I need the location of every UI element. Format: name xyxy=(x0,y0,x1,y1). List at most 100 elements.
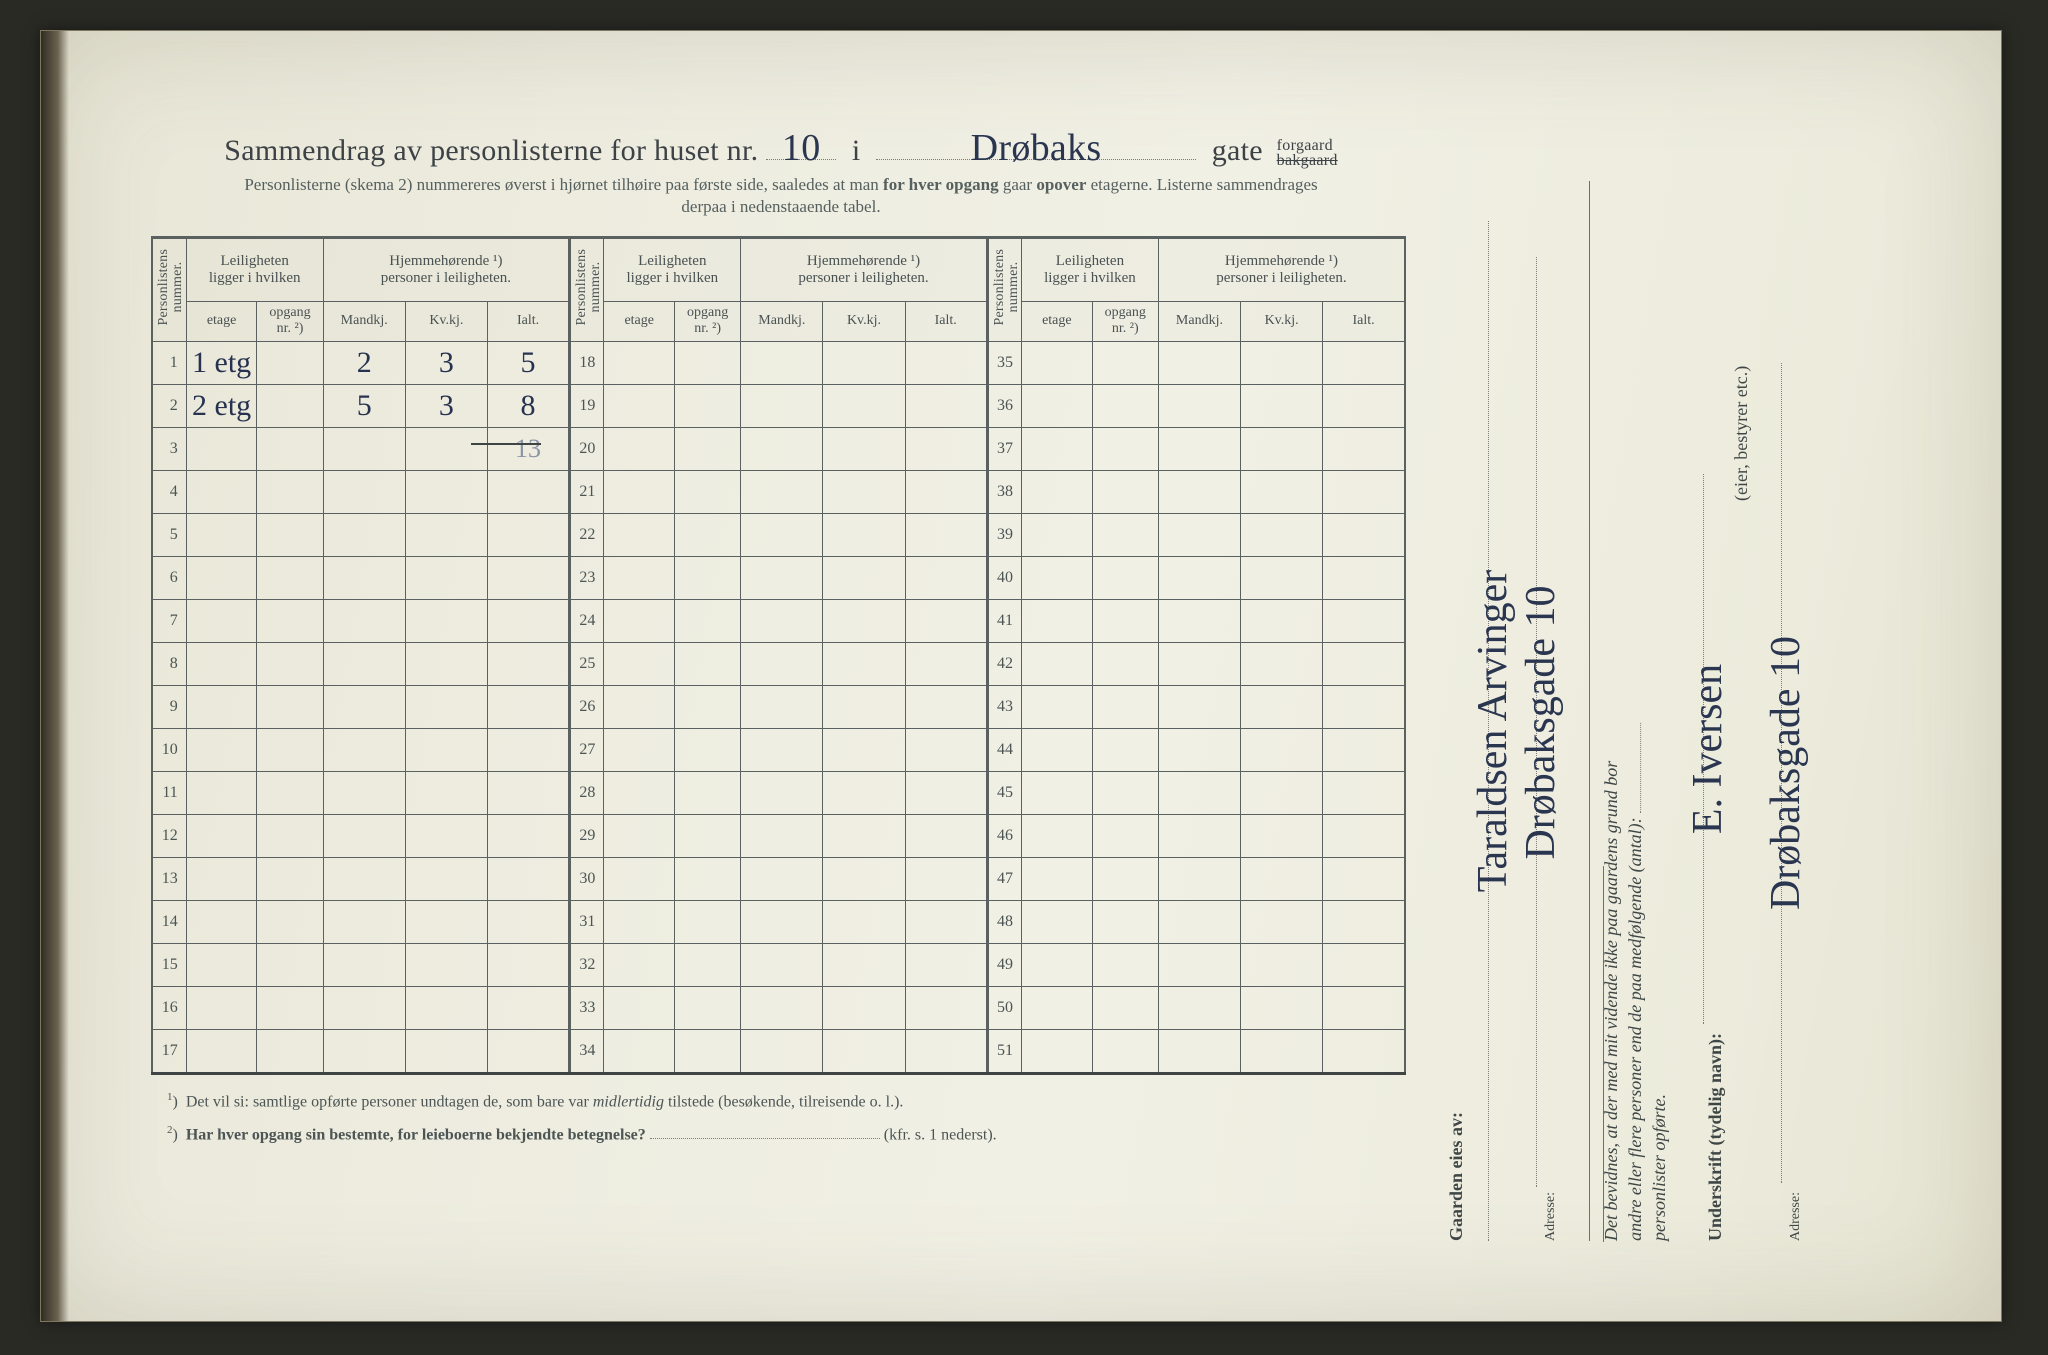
cell-m xyxy=(323,857,405,900)
cell-etage xyxy=(604,427,675,470)
row-number: 35 xyxy=(987,341,1021,384)
row-number: 39 xyxy=(987,513,1021,556)
row-number: 8 xyxy=(152,642,186,685)
cell-m xyxy=(1158,943,1240,986)
table-row: 143148 xyxy=(152,900,1405,943)
cell-opgang xyxy=(1092,814,1158,857)
table-row: 112845 xyxy=(152,771,1405,814)
table-row: 11 etg2351835 xyxy=(152,341,1405,384)
cell-i xyxy=(1323,943,1405,986)
cell-m xyxy=(741,556,823,599)
cell-m xyxy=(741,642,823,685)
cell-etage xyxy=(604,900,675,943)
cell-m xyxy=(323,986,405,1029)
header-personlistens: Personlistens nummer. xyxy=(987,238,1021,342)
cell-etage xyxy=(186,900,257,943)
page-title: Sammendrag av personlisterne for huset n… xyxy=(151,126,1411,168)
cell-etage xyxy=(186,814,257,857)
header-mandkj: Mandkj. xyxy=(741,302,823,341)
footnotes: 1) Det vil si: samtlige opførte personer… xyxy=(151,1083,1411,1150)
cell-k xyxy=(1241,900,1323,943)
table-row: 163350 xyxy=(152,986,1405,1029)
row-number: 51 xyxy=(987,1029,1021,1072)
cell-opgang xyxy=(257,384,323,427)
title-prefix: Sammendrag av personlisterne for huset n… xyxy=(224,134,758,167)
gate-options: forgaard bakgaard xyxy=(1277,138,1338,168)
cell-m xyxy=(1158,384,1240,427)
cell-opgang xyxy=(257,513,323,556)
attest-addr-line: Adresse: Drøbaksgade 10 xyxy=(1762,363,1804,1241)
header-personlistens: Personlistens nummer. xyxy=(152,238,186,342)
cell-opgang xyxy=(257,728,323,771)
cell-m xyxy=(323,556,405,599)
cell-opgang xyxy=(1092,728,1158,771)
cell-etage xyxy=(604,685,675,728)
owner-name: Taraldsen Arvinger xyxy=(1470,560,1516,902)
row-number: 2 xyxy=(152,384,186,427)
cell-i xyxy=(905,771,987,814)
row-number: 7 xyxy=(152,599,186,642)
cell-opgang xyxy=(1092,470,1158,513)
signer-role: (eier, bestyrer etc.) xyxy=(1731,366,1751,501)
row-number: 16 xyxy=(152,986,186,1029)
cell-k xyxy=(823,943,905,986)
table-row: 82542 xyxy=(152,642,1405,685)
cell-i xyxy=(905,900,987,943)
subtitle: Personlisterne (skema 2) nummereres øver… xyxy=(151,174,1411,218)
cell-k xyxy=(405,814,487,857)
header-mandkj: Mandkj. xyxy=(1158,302,1240,341)
gate-bakgaard: bakgaard xyxy=(1277,152,1338,169)
cell-opgang xyxy=(1092,599,1158,642)
cell-m xyxy=(741,728,823,771)
header-leilighet: Leilighetenligger i hvilken xyxy=(604,238,741,302)
row-number: 13 xyxy=(152,857,186,900)
row-number: 45 xyxy=(987,771,1021,814)
row-number: 29 xyxy=(570,814,604,857)
cell-etage xyxy=(604,771,675,814)
cell-i xyxy=(905,642,987,685)
owner-addr-label: Adresse: xyxy=(1543,1192,1558,1241)
attest-addr-label: Adresse: xyxy=(1788,1192,1803,1241)
owner-addr: Drøbaksgade 10 xyxy=(1518,575,1564,869)
cell-m: 5 xyxy=(323,384,405,427)
row-number: 24 xyxy=(570,599,604,642)
cell-m xyxy=(741,900,823,943)
table-row: 133047 xyxy=(152,857,1405,900)
row-number: 10 xyxy=(152,728,186,771)
header-etage: etage xyxy=(1021,302,1092,341)
cell-k xyxy=(1241,728,1323,771)
header-hjemmehorende: Hjemmehørende ¹)personer i leiligheten. xyxy=(1158,238,1405,302)
cell-k xyxy=(405,470,487,513)
row-number: 18 xyxy=(570,341,604,384)
cell-m xyxy=(741,513,823,556)
cell-etage xyxy=(1021,986,1092,1029)
row-number: 12 xyxy=(152,814,186,857)
form-content: Sammendrag av personlisterne for huset n… xyxy=(151,126,1411,1149)
table-bottom-rule xyxy=(151,1072,1406,1075)
cell-etage xyxy=(604,814,675,857)
cell-m xyxy=(1158,341,1240,384)
cell-k xyxy=(823,599,905,642)
cell-m xyxy=(741,814,823,857)
row-number: 48 xyxy=(987,900,1021,943)
cell-m xyxy=(1158,728,1240,771)
cell-i xyxy=(487,900,569,943)
cell-etage xyxy=(186,771,257,814)
cell-opgang xyxy=(1092,556,1158,599)
fn2: Har hver opgang sin bestemte, for leiebo… xyxy=(186,1126,646,1143)
cell-opgang xyxy=(675,1029,741,1072)
row-number: 27 xyxy=(570,728,604,771)
cell-etage xyxy=(186,470,257,513)
cell-k: 3 xyxy=(405,384,487,427)
row-number: 11 xyxy=(152,771,186,814)
cell-k xyxy=(405,685,487,728)
cell-etage xyxy=(1021,642,1092,685)
row-number: 15 xyxy=(152,943,186,986)
cell-i xyxy=(1323,642,1405,685)
cell-m xyxy=(323,599,405,642)
cell-etage: 2 etg xyxy=(186,384,257,427)
cell-opgang xyxy=(1092,642,1158,685)
cell-k xyxy=(1241,857,1323,900)
cell-k xyxy=(1241,986,1323,1029)
cell-m xyxy=(1158,857,1240,900)
